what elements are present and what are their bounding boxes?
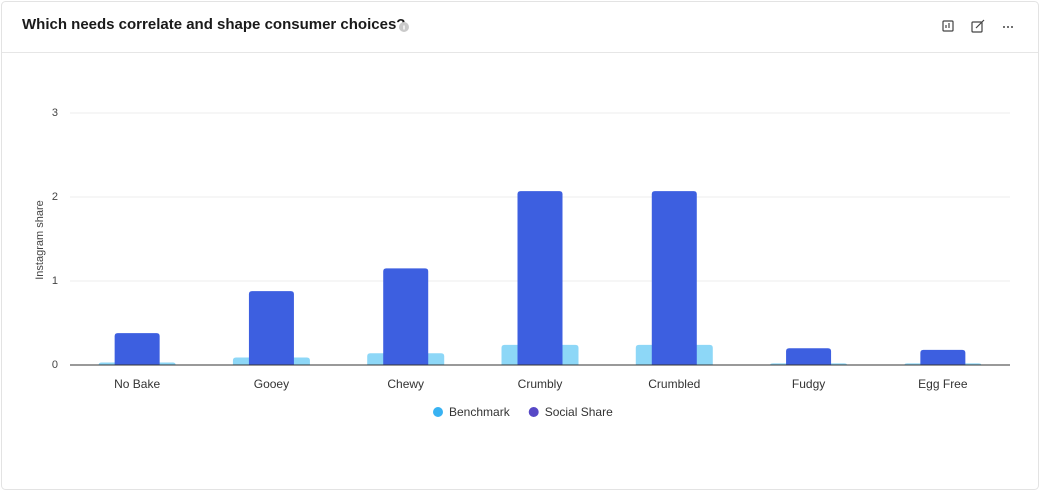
info-icon[interactable]: [399, 22, 409, 32]
x-tick-label: Egg Free: [918, 377, 968, 391]
edit-icon[interactable]: [971, 19, 985, 33]
bar: [651, 191, 697, 365]
x-tick-label: Chewy: [387, 377, 424, 391]
more-icon[interactable]: [1003, 26, 1013, 28]
x-tick-label: Crumbly: [518, 377, 563, 391]
chart-title: Which needs correlate and shape consumer…: [22, 16, 405, 33]
bar: [114, 333, 160, 365]
bar: [383, 268, 429, 365]
bar: [517, 191, 563, 365]
y-tick-label: 3: [52, 107, 58, 119]
x-tick-label: Gooey: [254, 377, 289, 391]
bar: [786, 348, 832, 365]
y-tick-label: 1: [52, 275, 58, 287]
x-tick-label: No Bake: [114, 377, 160, 391]
legend-marker[interactable]: [433, 407, 443, 417]
x-tick-label: Crumbled: [648, 377, 700, 391]
y-tick-label: 0: [52, 359, 58, 371]
legend-marker[interactable]: [528, 407, 539, 417]
y-axis-label: Instagram share: [34, 200, 46, 279]
legend-label[interactable]: Social Share: [545, 405, 613, 419]
y-tick-label: 2: [52, 191, 58, 203]
bar: [920, 349, 966, 365]
chart-settings-icon[interactable]: [942, 20, 954, 32]
x-tick-label: Fudgy: [792, 377, 825, 391]
legend-label[interactable]: Benchmark: [449, 405, 511, 419]
bar: [248, 291, 294, 365]
